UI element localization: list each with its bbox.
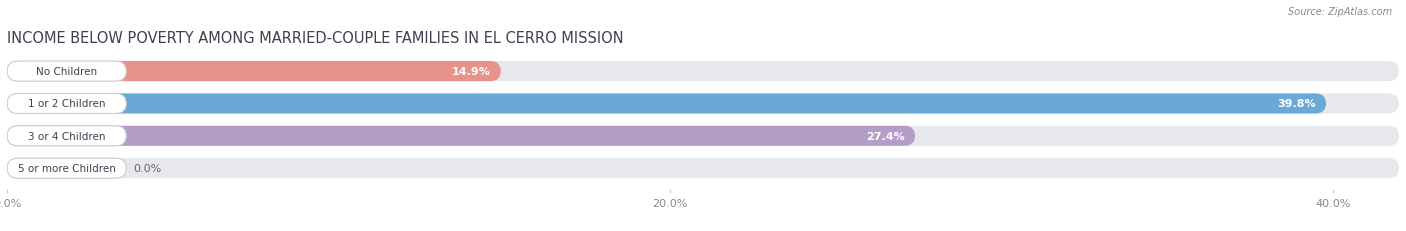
Text: 1 or 2 Children: 1 or 2 Children: [28, 99, 105, 109]
FancyBboxPatch shape: [7, 126, 915, 146]
FancyBboxPatch shape: [7, 94, 1326, 114]
FancyBboxPatch shape: [7, 158, 127, 179]
Text: INCOME BELOW POVERTY AMONG MARRIED-COUPLE FAMILIES IN EL CERRO MISSION: INCOME BELOW POVERTY AMONG MARRIED-COUPL…: [7, 30, 624, 46]
FancyBboxPatch shape: [7, 158, 1399, 179]
FancyBboxPatch shape: [7, 62, 501, 82]
Text: No Children: No Children: [37, 67, 97, 77]
Text: 0.0%: 0.0%: [134, 164, 162, 173]
FancyBboxPatch shape: [7, 94, 1399, 114]
Text: 3 or 4 Children: 3 or 4 Children: [28, 131, 105, 141]
Text: 5 or more Children: 5 or more Children: [18, 164, 115, 173]
Text: 14.9%: 14.9%: [451, 67, 491, 77]
FancyBboxPatch shape: [7, 94, 127, 114]
FancyBboxPatch shape: [7, 62, 1399, 82]
FancyBboxPatch shape: [7, 126, 1399, 146]
FancyBboxPatch shape: [7, 62, 127, 82]
Text: 39.8%: 39.8%: [1278, 99, 1316, 109]
Text: Source: ZipAtlas.com: Source: ZipAtlas.com: [1288, 7, 1392, 17]
FancyBboxPatch shape: [7, 126, 127, 146]
Text: 27.4%: 27.4%: [866, 131, 905, 141]
